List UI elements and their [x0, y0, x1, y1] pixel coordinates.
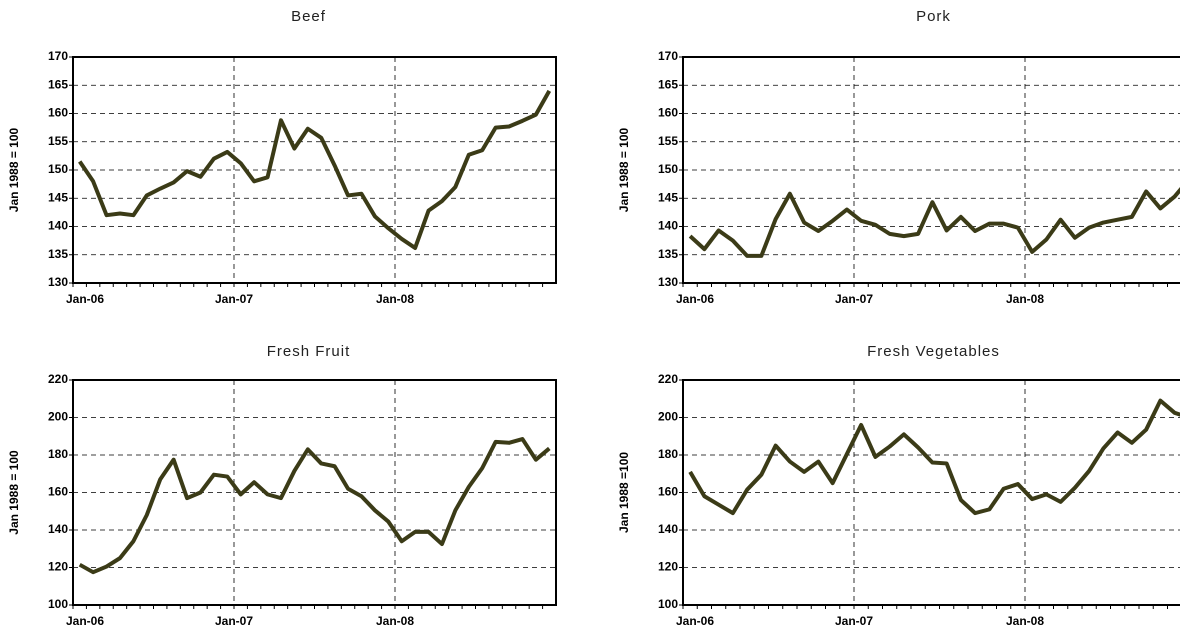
plot-frame — [72, 379, 557, 606]
plot-frame — [682, 379, 1180, 606]
y-axis-label: Jan 1988 =100 — [617, 452, 631, 533]
x-tick-label: Jan-06 — [66, 292, 104, 306]
x-tick-label: Jan-07 — [835, 292, 873, 306]
y-axis-label: Jan 1988 = 100 — [7, 450, 21, 535]
data-line — [688, 398, 1180, 516]
y-tick-label: 145 — [48, 190, 68, 204]
y-tick-label: 130 — [48, 275, 68, 289]
y-tick-label: 165 — [48, 77, 68, 91]
plot-frame — [682, 56, 1180, 284]
chart-title: Beef — [291, 8, 326, 25]
y-tick-label: 155 — [658, 134, 678, 148]
x-tick-label: Jan-07 — [215, 614, 253, 628]
y-tick-label: 160 — [48, 106, 68, 120]
y-tick-label: 200 — [48, 410, 68, 424]
y-tick-label: 160 — [48, 485, 68, 499]
y-tick-label: 130 — [658, 275, 678, 289]
y-tick-label: 200 — [658, 410, 678, 424]
y-axis-label: Jan 1988 = 100 — [617, 127, 631, 212]
x-tick-label: Jan-06 — [66, 614, 104, 628]
y-tick-label: 220 — [48, 372, 68, 386]
y-tick-label: 150 — [48, 162, 68, 176]
y-tick-label: 145 — [658, 190, 678, 204]
x-tick-label: Jan-07 — [215, 292, 253, 306]
plot-frame — [72, 56, 557, 284]
y-tick-label: 135 — [48, 247, 68, 261]
y-tick-label: 140 — [658, 219, 678, 233]
y-tick-label: 165 — [658, 77, 678, 91]
chart-title: Fresh Fruit — [267, 343, 351, 360]
data-line — [78, 437, 551, 575]
y-tick-label: 140 — [48, 219, 68, 233]
x-tick-label: Jan-08 — [376, 614, 414, 628]
y-tick-label: 160 — [658, 485, 678, 499]
y-tick-label: 180 — [658, 447, 678, 461]
data-line — [688, 187, 1180, 258]
y-tick-label: 135 — [658, 247, 678, 261]
data-line — [78, 89, 552, 250]
chart-title: Fresh Vegetables — [867, 343, 1000, 360]
x-tick-label: Jan-08 — [1006, 614, 1044, 628]
x-tick-label: Jan-07 — [835, 614, 873, 628]
y-tick-label: 120 — [48, 560, 68, 574]
y-tick-label: 170 — [48, 49, 68, 63]
y-tick-label: 150 — [658, 162, 678, 176]
x-tick-label: Jan-08 — [1006, 292, 1044, 306]
chart-title: Pork — [916, 8, 951, 25]
y-tick-label: 170 — [658, 49, 678, 63]
x-tick-label: Jan-06 — [676, 614, 714, 628]
y-tick-label: 120 — [658, 560, 678, 574]
y-axis-label: Jan 1988 = 100 — [7, 127, 21, 212]
x-tick-label: Jan-08 — [376, 292, 414, 306]
y-tick-label: 100 — [48, 597, 68, 611]
y-tick-label: 140 — [48, 522, 68, 536]
y-tick-label: 180 — [48, 447, 68, 461]
x-tick-label: Jan-06 — [676, 292, 714, 306]
y-tick-label: 160 — [658, 106, 678, 120]
y-tick-label: 100 — [658, 597, 678, 611]
y-tick-label: 220 — [658, 372, 678, 386]
y-tick-label: 155 — [48, 134, 68, 148]
y-tick-label: 140 — [658, 522, 678, 536]
